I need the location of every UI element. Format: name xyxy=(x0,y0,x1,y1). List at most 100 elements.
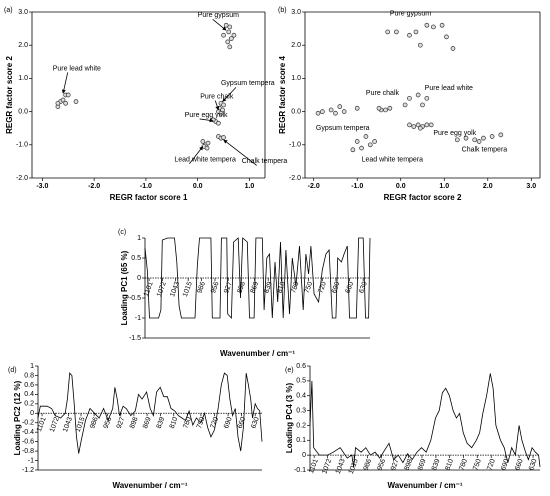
point xyxy=(372,139,377,144)
y-tick-label: 0.4 xyxy=(24,391,34,398)
annotation: Lead white tempera xyxy=(362,157,424,164)
x-tick-label: 630 xyxy=(358,281,369,294)
point xyxy=(354,105,360,111)
point xyxy=(354,139,360,144)
point xyxy=(394,29,399,35)
annotation: Pure gypsum xyxy=(198,12,239,19)
x-tick-label: 898 xyxy=(404,458,415,471)
point xyxy=(227,24,233,30)
x-tick-label: 1072 xyxy=(321,458,333,475)
y-tick-label: 0.1 xyxy=(296,437,306,444)
y-tick-label: 0.0 xyxy=(18,108,28,115)
point xyxy=(407,32,412,38)
point xyxy=(350,147,356,153)
panel-label: (a) xyxy=(4,7,13,14)
panel-label: (e) xyxy=(285,367,294,374)
point xyxy=(363,134,369,139)
point xyxy=(472,137,478,143)
x-tick-label: 986 xyxy=(363,458,374,471)
point xyxy=(424,95,430,101)
x-tick-label: 720 xyxy=(210,416,221,429)
x-tick-label: 956 xyxy=(103,416,114,429)
x-tick-label: 690 xyxy=(331,281,342,294)
y-tick-label: -0.4 xyxy=(22,429,34,436)
y-tick-label: -0.1 xyxy=(294,467,306,474)
annotation: Gypsum tempera xyxy=(316,125,370,132)
point xyxy=(204,145,210,151)
y-axis-label: REGR factor score 4 xyxy=(278,56,287,134)
point xyxy=(359,145,364,151)
x-tick-label: -2.0 xyxy=(308,183,320,190)
point xyxy=(333,110,338,116)
point xyxy=(431,24,436,30)
y-tick-label: 0.3 xyxy=(296,407,306,414)
annotation: Pure chalk xyxy=(200,94,234,101)
y-tick-label: 0.8 xyxy=(24,372,34,379)
x-tick-label: 839 xyxy=(431,458,442,471)
x-tick-label: 1.0 xyxy=(439,183,449,190)
y-tick-label: -1.0 xyxy=(289,142,301,149)
x-tick-label: 927 xyxy=(223,281,234,294)
x-tick-label: 1015 xyxy=(182,281,194,298)
annotation-arrow xyxy=(212,19,227,31)
y-tick-label: 3.0 xyxy=(291,9,301,16)
x-tick-label: 690 xyxy=(500,458,511,471)
point xyxy=(428,122,434,128)
point xyxy=(415,122,421,128)
annotation: Pure egg yolk xyxy=(185,112,228,119)
y-tick-label: 0.6 xyxy=(24,382,34,389)
point xyxy=(225,39,231,45)
x-tick-label: 780 xyxy=(458,458,469,471)
x-tick-label: -2.0 xyxy=(88,183,100,190)
point xyxy=(205,140,211,146)
x-tick-label: 630 xyxy=(250,416,261,429)
y-tick-label: 0.2 xyxy=(296,422,306,429)
panel: (a) REGR factor score 1 REGR factor score … xyxy=(4,7,287,202)
point xyxy=(226,29,232,35)
x-tick-label: 690 xyxy=(223,416,234,429)
point xyxy=(498,132,504,138)
y-tick-label: 0 xyxy=(302,452,306,459)
y-tick-label: -2.0 xyxy=(289,175,301,182)
annotation: Chalk tempera xyxy=(462,147,508,154)
point xyxy=(63,100,69,106)
point xyxy=(415,92,421,98)
line xyxy=(37,372,263,454)
x-tick-label: 869 xyxy=(142,416,153,429)
annotation: Pure chalk xyxy=(366,90,400,97)
point xyxy=(402,102,408,108)
y-tick-label: 0 xyxy=(30,410,34,417)
x-tick-label: 2.0 xyxy=(483,183,493,190)
x-tick-label: 1101 xyxy=(308,458,320,475)
x-axis-label: REGR factor score 2 xyxy=(384,193,462,202)
y-tick-label: 1.0 xyxy=(291,75,301,82)
point xyxy=(231,32,237,38)
y-tick-label: 0.5 xyxy=(296,378,306,385)
x-tick-label: 720 xyxy=(486,458,497,471)
point xyxy=(315,110,321,116)
y-tick-label: -1 xyxy=(28,457,34,464)
annotation-arrow xyxy=(61,72,69,94)
x-tick-label: 0.0 xyxy=(193,183,203,190)
panel: (e) Wavenumber / cm⁻¹ Loading PC4 (3 %) 0.6… xyxy=(285,363,541,490)
point xyxy=(417,42,423,48)
x-tick-label: 839 xyxy=(263,281,274,294)
x-tick-label: 956 xyxy=(377,458,388,471)
annotation: Lead white tempera xyxy=(174,157,236,164)
y-tick-label: -1.5 xyxy=(129,335,141,342)
x-tick-label: -3.0 xyxy=(36,183,48,190)
x-tick-label: -1.0 xyxy=(351,183,363,190)
point xyxy=(383,107,388,113)
point xyxy=(387,105,393,111)
x-tick-label: 630 xyxy=(528,458,539,471)
point xyxy=(385,29,391,35)
x-tick-label: 927 xyxy=(116,416,127,429)
panel-label: (b) xyxy=(278,7,287,14)
y-tick-label: 0.2 xyxy=(24,401,34,408)
point xyxy=(413,29,419,35)
x-tick-label: 3.0 xyxy=(526,183,536,190)
x-tick-label: 810 xyxy=(444,458,455,471)
x-tick-label: 750 xyxy=(304,281,315,294)
